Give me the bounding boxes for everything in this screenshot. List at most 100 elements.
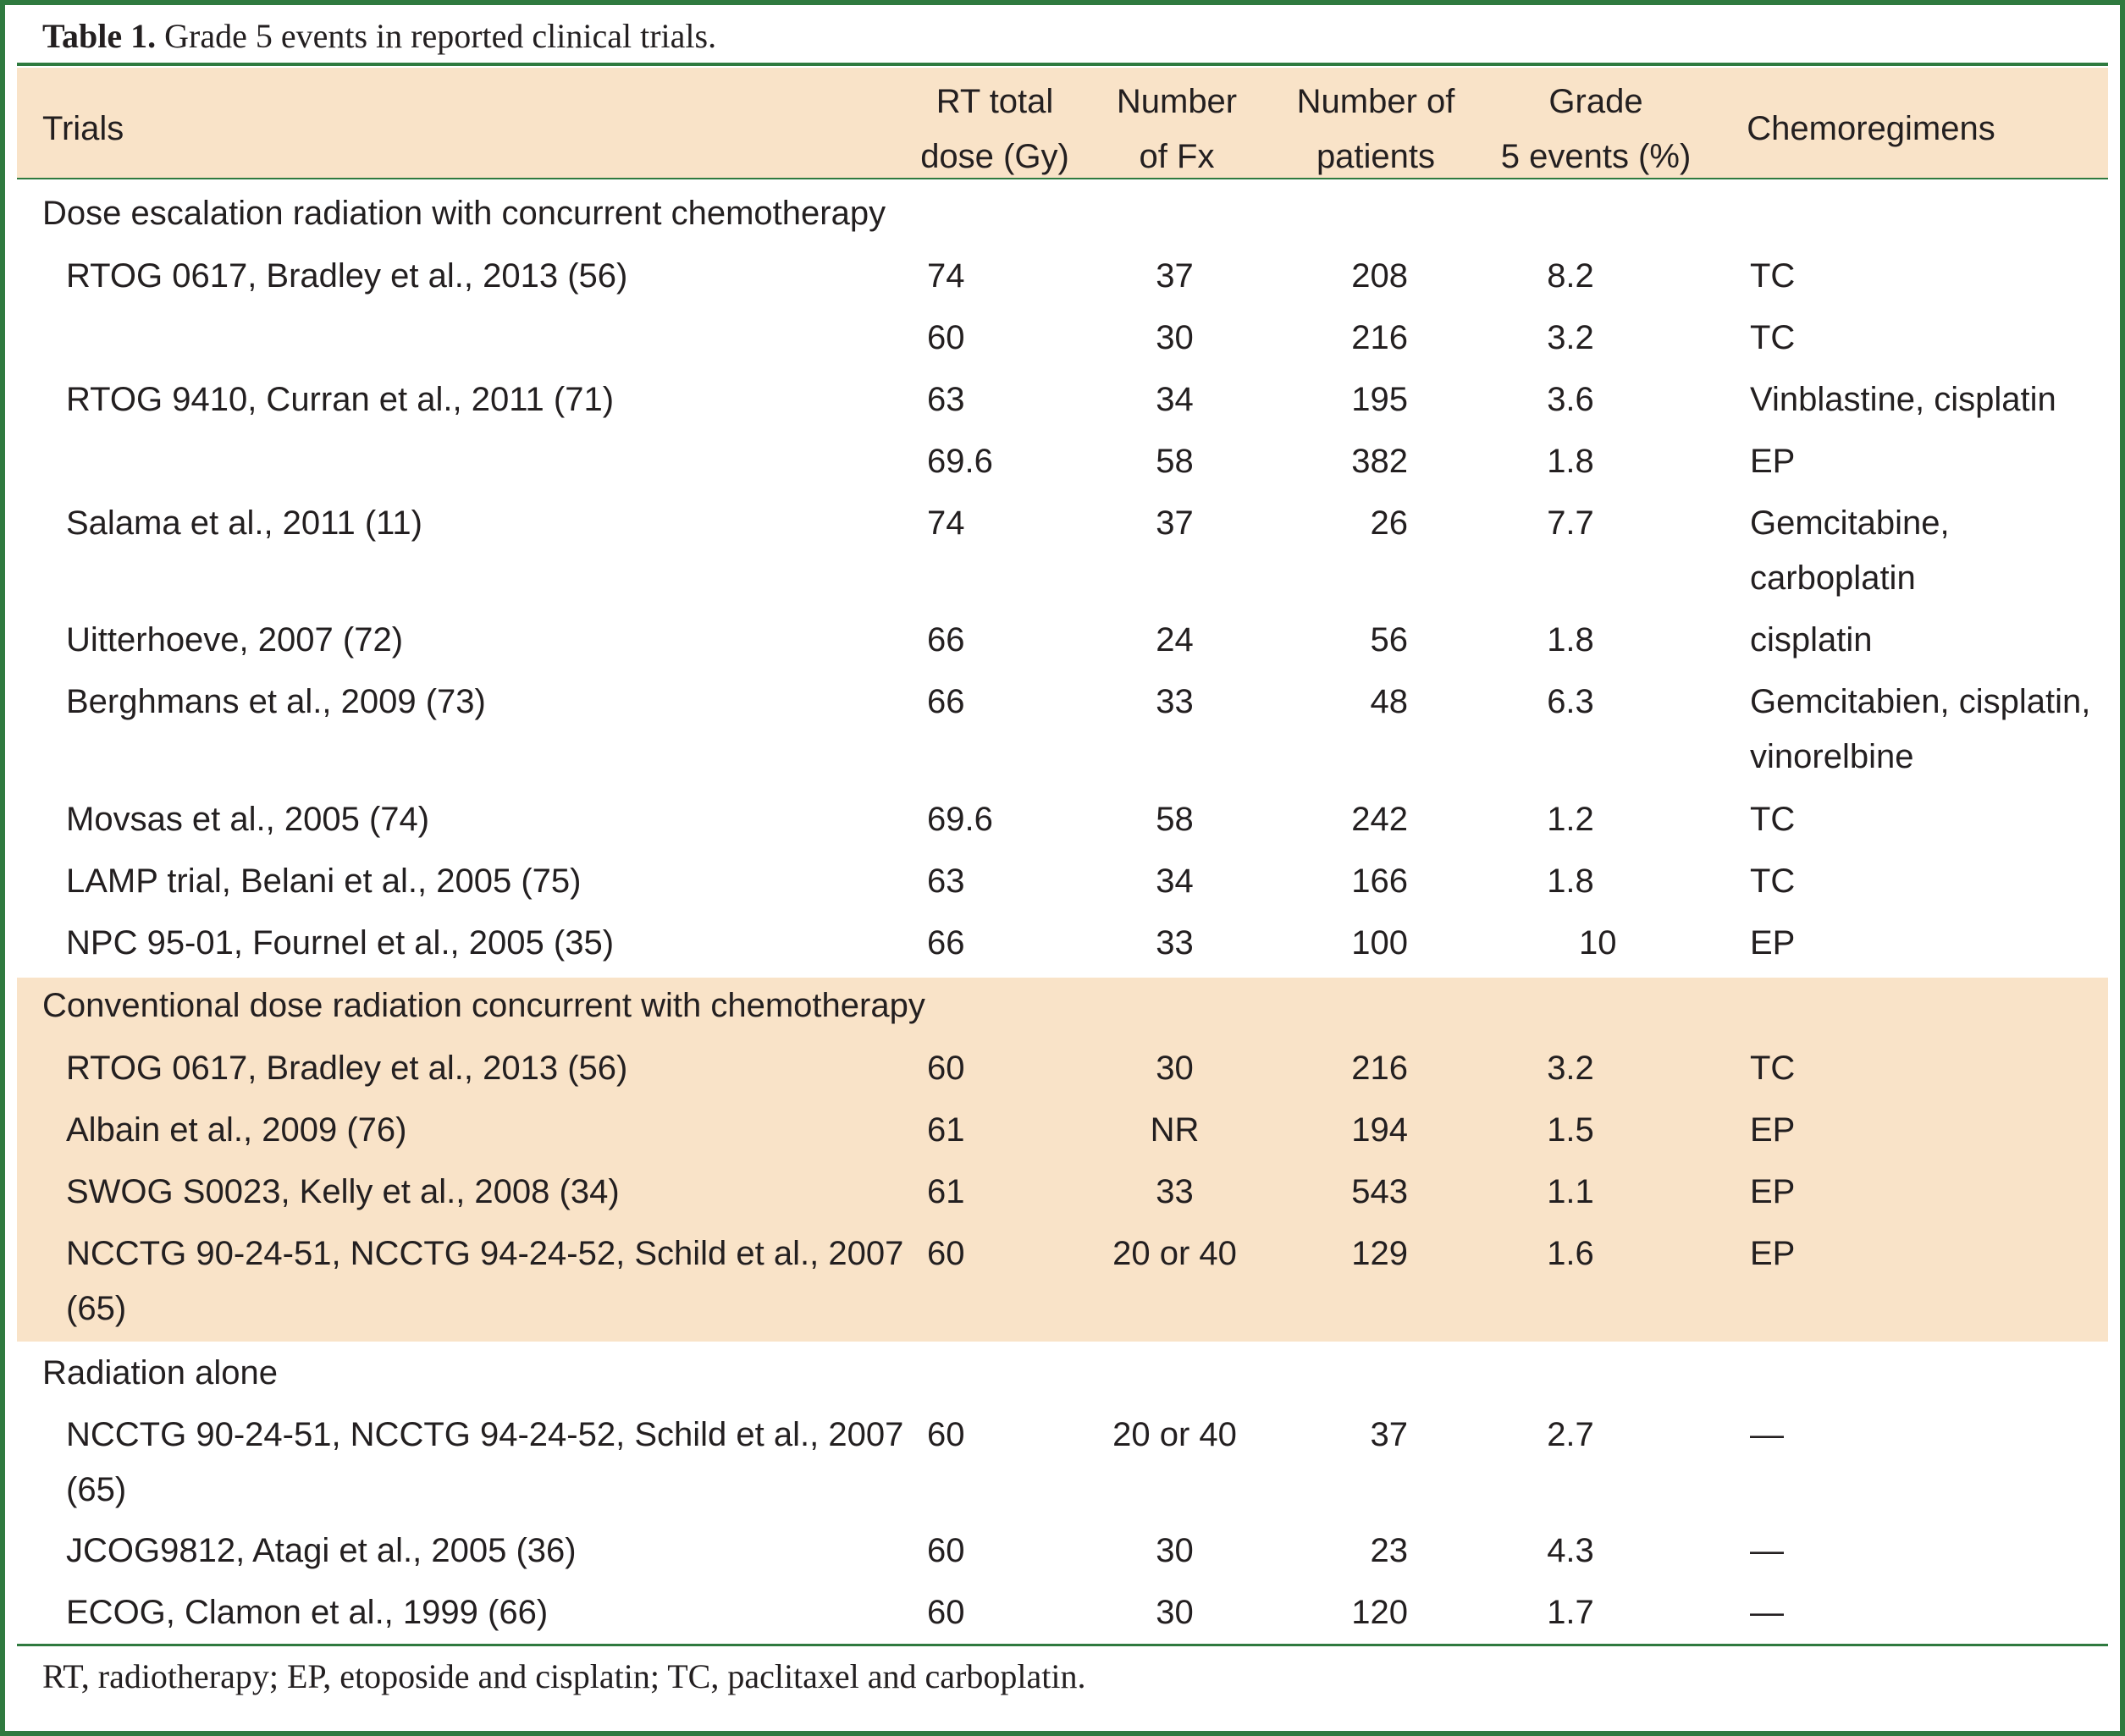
patients-cell: 100 [1351,924,1408,962]
dose-cell: 66 [927,924,965,962]
trial-cell: Uitterhoeve, 2007 (72) [66,621,404,659]
patients-cell: 26 [1370,504,1409,542]
dose-cell: 61 [927,1173,965,1210]
patients-cell: 216 [1351,319,1408,356]
header-rule [17,178,2108,179]
chemo-cell: EP [1750,924,1796,962]
patients-cell: 23 [1370,1532,1409,1569]
fx-cell: 37 [1156,504,1194,542]
conventional-section-band [17,978,2108,1342]
patients-cell: 129 [1351,1235,1408,1272]
fx-cell: 30 [1156,1594,1194,1631]
fx-cell: 20 or 40 [1112,1235,1237,1272]
fx-cell: 20 or 40 [1112,1416,1237,1453]
dose-cell: 63 [927,381,965,418]
caption-text: Grade 5 events in reported clinical tria… [164,17,717,55]
chemo-cell: EP [1750,443,1796,480]
chemo-cell: TC [1750,257,1796,295]
grade5-cell: 3.2 [1547,1050,1594,1087]
trial-cell: RTOG 0617, Bradley et al., 2013 (56) [66,1050,628,1087]
header-patients: Number of patients [1270,74,1482,185]
dose-cell: 63 [927,862,965,900]
fx-cell: 30 [1156,319,1194,356]
grade5-cell: 1.6 [1547,1235,1594,1272]
fx-cell: 37 [1156,257,1194,295]
header-chemoregimens: Chemoregimens [1747,110,1995,147]
trial-cell: ECOG, Clamon et al., 1999 (66) [66,1594,549,1631]
dose-cell: 61 [927,1111,965,1149]
patients-cell: 208 [1351,257,1408,295]
chemo-cell: TC [1750,1050,1796,1087]
header-dose: RT total dose (Gy) [897,74,1092,185]
chemo-cell: — [1750,1532,1784,1569]
chemo-cell: EP [1750,1111,1796,1149]
section-title: Dose escalation radiation with concurren… [42,195,886,232]
patients-cell: 195 [1351,381,1408,418]
trial-cell: Movsas et al., 2005 (74) [66,801,430,838]
header-trials: Trials [42,110,124,147]
patients-cell: 216 [1351,1050,1408,1087]
grade5-cell: 2.7 [1547,1416,1594,1453]
chemo-cell: Vinblastine, cisplatin [1750,381,2056,418]
fx-cell: NR [1150,1111,1200,1149]
trial-cell: JCOG9812, Atagi et al., 2005 (36) [66,1532,577,1569]
table-caption: Table 1. Grade 5 events in reported clin… [42,15,716,58]
fx-cell: 58 [1156,801,1194,838]
chemo-cell: Gemcitabien, cisplatin, vinorelbine [1750,683,2091,775]
trial-cell: RTOG 9410, Curran et al., 2011 (71) [66,381,615,418]
grade5-cell: 1.8 [1547,862,1594,900]
chemo-cell: TC [1750,319,1796,356]
bottom-rule [17,1644,2108,1646]
grade5-cell: 1.5 [1547,1111,1594,1149]
chemo-cell: — [1750,1416,1784,1453]
fx-cell: 24 [1156,621,1194,659]
dose-cell: 66 [927,621,965,659]
dose-cell: 60 [927,1416,965,1453]
grade5-cell: 4.3 [1547,1532,1594,1569]
fx-cell: 58 [1156,443,1194,480]
header-grade5-line2: 5 events (%) [1500,138,1692,175]
patients-cell: 37 [1370,1416,1409,1453]
patients-cell: 120 [1351,1594,1408,1631]
caption-label: Table 1. [42,17,157,55]
header-dose-line2: dose (Gy) [920,138,1069,175]
header-grade5: Grade 5 events (%) [1490,74,1702,185]
trial-cell: Salama et al., 2011 (11) [66,504,422,542]
dose-cell: 74 [927,504,965,542]
trial-cell: NCCTG 90-24-51, NCCTG 94-24-52, Schild e… [66,1416,904,1508]
patients-cell: 48 [1370,683,1409,720]
fx-cell: 33 [1156,1173,1194,1210]
dose-cell: 60 [927,319,965,356]
dose-cell: 74 [927,257,965,295]
grade5-cell: 1.1 [1547,1173,1594,1210]
section-title: Radiation alone [42,1354,278,1392]
trial-cell: LAMP trial, Belani et al., 2005 (75) [66,862,582,900]
grade5-cell: 8.2 [1547,257,1594,295]
grade5-cell: 1.8 [1547,621,1594,659]
fx-cell: 33 [1156,924,1194,962]
grade5-cell: 1.7 [1547,1594,1594,1631]
grade5-cell: 1.2 [1547,801,1594,838]
fx-cell: 34 [1156,381,1194,418]
grade5-cell: 10 [1579,924,1617,962]
trial-cell: NPC 95-01, Fournel et al., 2005 (35) [66,924,615,962]
patients-cell: 382 [1351,443,1408,480]
fx-cell: 30 [1156,1532,1194,1569]
trial-cell: SWOG S0023, Kelly et al., 2008 (34) [66,1173,620,1210]
chemo-cell: — [1750,1594,1784,1631]
patients-cell: 543 [1351,1173,1408,1210]
chemo-cell: EP [1750,1235,1796,1272]
header-fx: Number of Fx [1092,74,1261,185]
chemo-cell: TC [1750,801,1796,838]
dose-cell: 60 [927,1235,965,1272]
fx-cell: 34 [1156,862,1194,900]
trial-cell: NCCTG 90-24-51, NCCTG 94-24-52, Schild e… [66,1235,904,1327]
chemo-cell: EP [1750,1173,1796,1210]
header-fx-line1: Number [1116,83,1238,120]
chemo-cell: cisplatin [1750,621,1873,659]
trial-cell: Albain et al., 2009 (76) [66,1111,407,1149]
header-patients-line2: patients [1316,138,1436,175]
fx-cell: 30 [1156,1050,1194,1087]
chemo-cell: TC [1750,862,1796,900]
